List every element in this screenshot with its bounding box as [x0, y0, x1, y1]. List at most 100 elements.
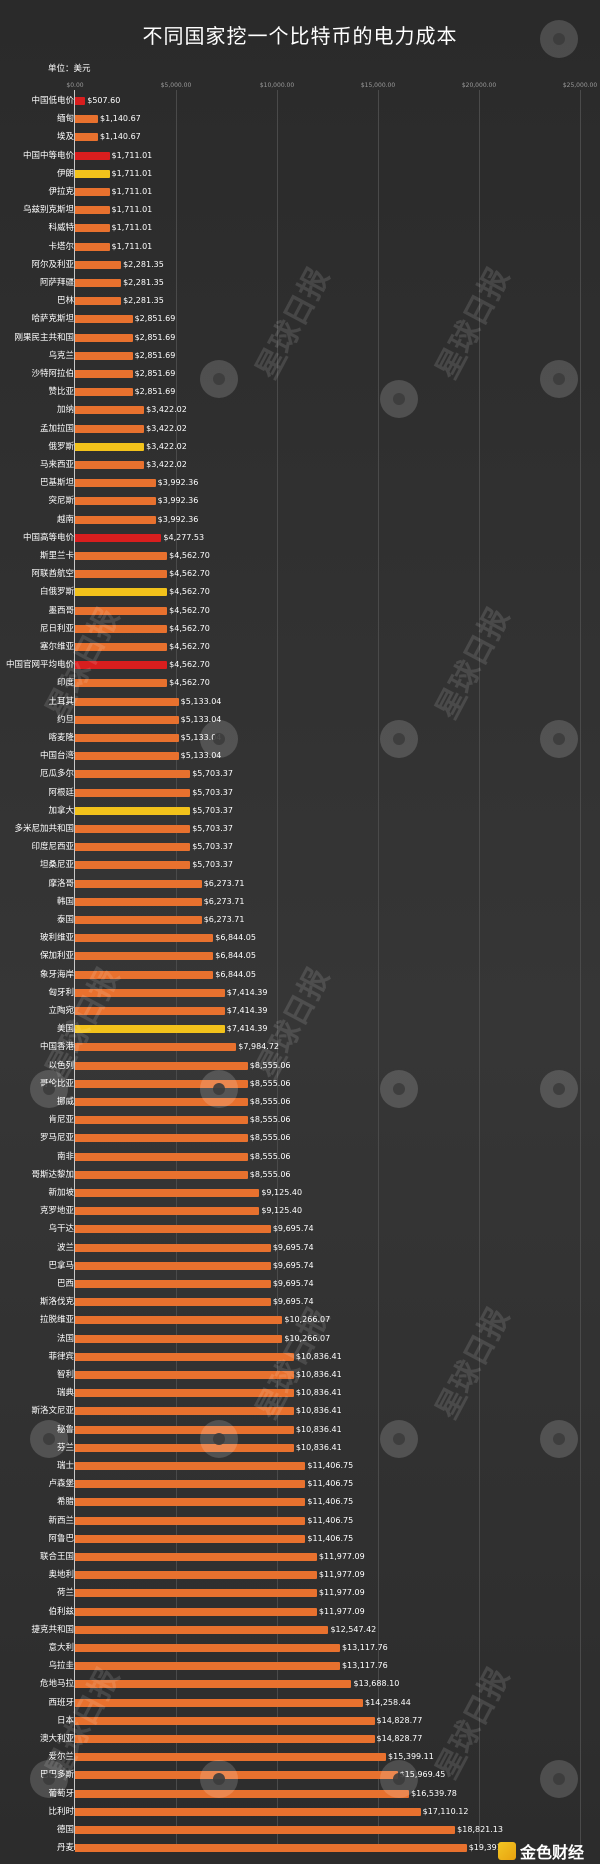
category-label: 阿根廷 [48, 787, 74, 798]
category-label: 韩国 [56, 896, 74, 907]
bar [75, 1844, 467, 1853]
bar [75, 1061, 248, 1070]
bar [75, 1225, 271, 1234]
value-label: $11,977.09 [318, 1552, 365, 1561]
value-label: $2,281.35 [123, 259, 164, 269]
value-label: $9,125.40 [261, 1188, 303, 1197]
category-label: 中国香港 [39, 1042, 74, 1053]
value-label: $12,547.42 [330, 1624, 377, 1634]
value-label: $1,140.67 [100, 132, 141, 142]
bar [75, 1207, 260, 1216]
bar [75, 1571, 317, 1580]
category-label: 伯利兹 [48, 1606, 74, 1617]
category-label: 伊拉克 [48, 187, 74, 197]
category-label: 坦桑尼亚 [39, 860, 74, 871]
bar [75, 643, 168, 651]
bar [75, 1280, 271, 1288]
bar [75, 1243, 271, 1252]
category-label: 葡萄牙 [48, 1788, 74, 1799]
category-label: 以色列 [48, 1060, 74, 1071]
bar [75, 479, 156, 488]
value-label: $3,422.02 [146, 423, 187, 433]
bar [75, 1170, 248, 1179]
value-label: $2,281.35 [123, 278, 164, 287]
value-label: $2,851.69 [134, 387, 176, 397]
gridline [277, 90, 278, 1850]
category-label: 瑞士 [56, 1461, 74, 1471]
category-label: 中国中等电价 [22, 150, 74, 161]
bar [75, 97, 86, 105]
bar [75, 734, 179, 742]
category-label: 中国高等电价 [22, 532, 74, 543]
x-tick-label: $0.00 [66, 82, 84, 89]
value-label: $4,277.53 [163, 532, 205, 542]
bar [75, 1644, 340, 1652]
category-label: 希腊 [56, 1497, 74, 1508]
value-label: $15,399.11 [388, 1752, 434, 1762]
bar [75, 624, 168, 633]
value-label: $5,703.37 [192, 805, 233, 815]
value-label: $3,422.02 [146, 405, 187, 415]
category-label: 刚果民主共和国 [14, 332, 74, 343]
category-label: 丹麦 [56, 1843, 74, 1854]
category-label: 美国 [56, 1024, 74, 1035]
value-label: $10,836.41 [295, 1442, 342, 1452]
value-label: $4,562.70 [169, 623, 210, 633]
value-label: $11,406.75 [307, 1515, 354, 1525]
category-label: 沙特阿拉伯 [31, 369, 74, 379]
value-label: $1,711.01 [111, 168, 153, 178]
category-label: 新加坡 [48, 1188, 74, 1198]
value-label: $5,703.37 [192, 787, 233, 797]
bar [75, 806, 191, 815]
value-label: $5,703.37 [192, 769, 233, 779]
bar [75, 1735, 375, 1743]
category-label: 挪威 [56, 1097, 74, 1107]
value-label: $4,562.70 [169, 569, 210, 579]
value-label: $1,711.01 [111, 150, 153, 160]
bar [75, 1698, 364, 1707]
bar [75, 1134, 248, 1143]
bar [75, 1607, 317, 1616]
watermark-logo-icon [540, 1420, 578, 1458]
bar [75, 242, 110, 251]
bar [75, 970, 214, 979]
value-label: $10,836.41 [295, 1424, 342, 1434]
value-label: $4,562.70 [169, 587, 210, 597]
watermark-logo-icon [380, 1070, 418, 1108]
value-label: $13,117.76 [341, 1643, 388, 1652]
bar [75, 1553, 317, 1561]
bar [75, 1261, 271, 1270]
value-label: $8,555.06 [249, 1060, 291, 1070]
x-tick-label: $15,000.00 [360, 82, 396, 89]
value-label: $5,133.04 [180, 733, 222, 742]
category-label: 中国官网平均电价 [5, 660, 74, 671]
value-label: $11,977.09 [318, 1570, 365, 1580]
value-label: $1,711.01 [111, 187, 153, 196]
bar [75, 424, 145, 433]
bar [75, 442, 145, 451]
category-label: 新西兰 [48, 1515, 74, 1526]
watermark-logo-icon [540, 360, 578, 398]
category-label: 危地马拉 [39, 1679, 74, 1690]
value-label: $11,406.75 [307, 1497, 354, 1507]
value-label: $9,695.74 [272, 1224, 314, 1234]
chart-title: 不同国家挖一个比特币的电力成本 [142, 24, 458, 48]
value-label: $10,266.07 [284, 1333, 331, 1343]
category-label: 约旦 [56, 714, 74, 725]
value-label: $5,133.04 [180, 696, 222, 706]
category-label: 墨西哥 [48, 605, 74, 616]
bar [75, 260, 122, 269]
bar [75, 1425, 294, 1434]
x-tick-label: $10,000.00 [259, 82, 295, 89]
value-label: $8,555.06 [249, 1078, 291, 1088]
category-label: 南非 [56, 1151, 74, 1162]
value-label: $3,992.36 [157, 478, 199, 488]
bar [75, 1098, 248, 1106]
value-label: $507.60 [87, 96, 121, 105]
category-label: 伊朗 [56, 168, 74, 179]
bar [75, 224, 110, 233]
value-label: $10,836.41 [295, 1406, 342, 1416]
category-label: 马来西亚 [39, 460, 74, 470]
category-label: 捷克共和国 [31, 1624, 74, 1635]
category-label: 白俄罗斯 [39, 587, 74, 598]
